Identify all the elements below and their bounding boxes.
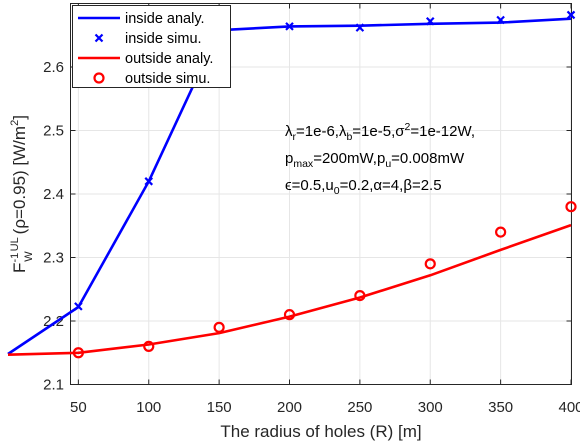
x-tick-label: 400 — [558, 399, 580, 416]
legend-item: inside analy. — [78, 11, 205, 27]
legend-item: outside analy. — [78, 51, 213, 67]
y-axis-label: F-1 WUL(ρ=0.95) [W/m2] — [9, 115, 35, 273]
x-tick-label: 50 — [70, 399, 87, 416]
annotation-line-2: pmax=200mW,pu=0.008mW — [285, 150, 465, 170]
y-tick-label: 2.5 — [43, 123, 64, 140]
series-outside-simu — [72, 201, 577, 359]
legend-item: inside simu. — [94, 31, 202, 47]
legend-swatch-x — [94, 33, 104, 43]
data-point-circle-marker — [143, 340, 155, 352]
legend: inside analy. inside simu. outside analy. o… — [72, 5, 231, 88]
parameter-annotation: λr=1e-6,λb=1e-5,σ2=1e-12W, pmax=200mW,pu… — [285, 121, 475, 197]
x-tick-label: 150 — [207, 399, 232, 416]
x-tick-label: 350 — [488, 399, 513, 416]
data-point-circle-marker — [424, 258, 436, 270]
legend-swatch-circle — [93, 72, 105, 84]
data-point-x-marker — [285, 22, 294, 31]
data-point-circle-marker — [565, 201, 577, 213]
x-tick-label: 100 — [136, 399, 161, 416]
x-tick-label: 250 — [347, 399, 372, 416]
legend-item: outside simu. — [93, 71, 210, 87]
legend-label: inside simu. — [125, 31, 202, 47]
data-point-circle-marker — [354, 290, 366, 302]
axis-ticks: 50 100 150 200 250 300 350 4002.12.22.32.42.52.… — [43, 3, 580, 416]
x-tick-label: 200 — [277, 399, 302, 416]
series-layer — [7, 10, 577, 359]
legend-label: outside analy. — [125, 51, 213, 67]
data-point-circle-marker — [72, 347, 84, 359]
data-point-circle-marker — [495, 226, 507, 238]
data-point-x-marker — [566, 10, 576, 20]
y-tick-label: 2.4 — [43, 186, 64, 203]
y-tick-label: 2.3 — [43, 250, 64, 267]
y-tick-label: 2.6 — [43, 59, 64, 76]
annotation-line-3: ϵ=0.5,u0=0.2,α=4,β=2.5 — [285, 177, 442, 197]
series-outside-analy — [7, 223, 572, 356]
data-point-x-marker — [355, 23, 365, 32]
legend-label: inside analy. — [125, 11, 205, 27]
data-point-x-marker — [496, 15, 505, 25]
annotation-line-1: λr=1e-6,λb=1e-5,σ2=1e-12W, — [285, 121, 475, 143]
data-point-x-marker — [144, 177, 154, 186]
x-tick-label: 300 — [418, 399, 443, 416]
data-point-circle-marker — [213, 321, 225, 333]
legend-label: outside simu. — [125, 71, 210, 87]
y-tick-label: 2.1 — [43, 377, 64, 394]
data-point-x-marker — [425, 17, 435, 26]
data-point-circle-marker — [283, 309, 296, 321]
x-axis-label: The radius of holes (R) [m] — [220, 422, 421, 441]
data-point-x-marker — [74, 302, 83, 311]
series-line — [7, 223, 572, 356]
grid — [70, 3, 572, 385]
